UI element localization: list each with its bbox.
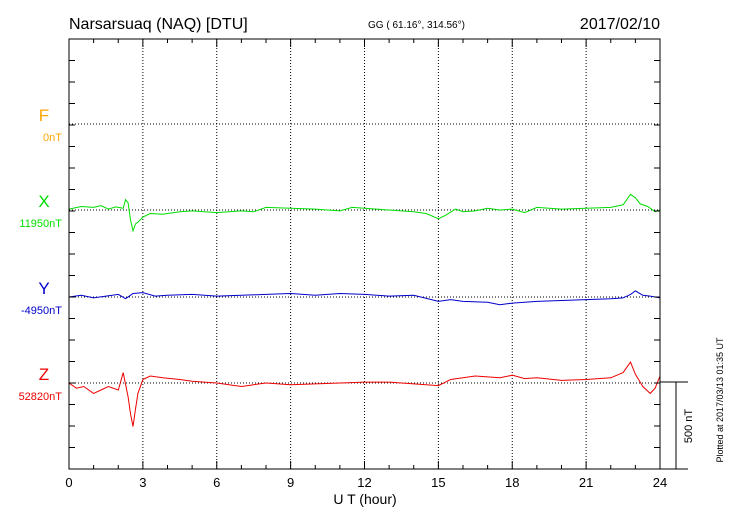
series-name-y: Y <box>38 279 49 298</box>
date-label: 2017/02/10 <box>580 16 660 33</box>
series-baseline-z: 52820nT <box>19 391 63 403</box>
plot-frame <box>68 38 661 470</box>
x-tick-labels: 0 3 6 9 12 15 18 21 24 <box>65 475 667 490</box>
plot-border <box>68 38 661 470</box>
coords-label: GG ( 61.16°, 314.56°) <box>368 20 465 31</box>
x-tick-label: 3 <box>139 475 146 490</box>
series-baseline-f: 0nT <box>43 132 62 144</box>
scale-bar-label: 500 nT <box>683 409 695 444</box>
series-group <box>68 193 661 427</box>
series-line-x <box>68 193 661 233</box>
x-axis-label: U T (hour) <box>333 491 396 507</box>
x-tick-label: 15 <box>431 475 445 490</box>
series-baseline-y: -4950nT <box>21 305 62 317</box>
series-name-z: Z <box>39 365 49 384</box>
series-name-x: X <box>38 192 49 211</box>
series-labels: F 0nT X 11950nT Y -4950nT Z 52820nT <box>19 106 63 403</box>
x-tick-label: 21 <box>579 475 593 490</box>
x-tick-label: 24 <box>653 475 667 490</box>
x-tick-label: 12 <box>357 475 371 490</box>
series-name-f: F <box>39 106 49 125</box>
series-line-y <box>68 290 661 306</box>
x-tick-label: 0 <box>65 475 72 490</box>
series-line-z <box>68 361 661 427</box>
series-baseline-x: 11950nT <box>19 218 62 230</box>
x-tick-label: 18 <box>505 475 519 490</box>
plotted-at-label: Plotted at 2017/03/13 01:35 UT <box>715 337 725 463</box>
x-tick-label: 6 <box>213 475 220 490</box>
station-title: Narsarsuaq (NAQ) [DTU] <box>69 16 248 33</box>
scale-bar: 500 nT <box>660 381 695 470</box>
gridlines <box>69 39 660 469</box>
x-tick-label: 9 <box>287 475 294 490</box>
